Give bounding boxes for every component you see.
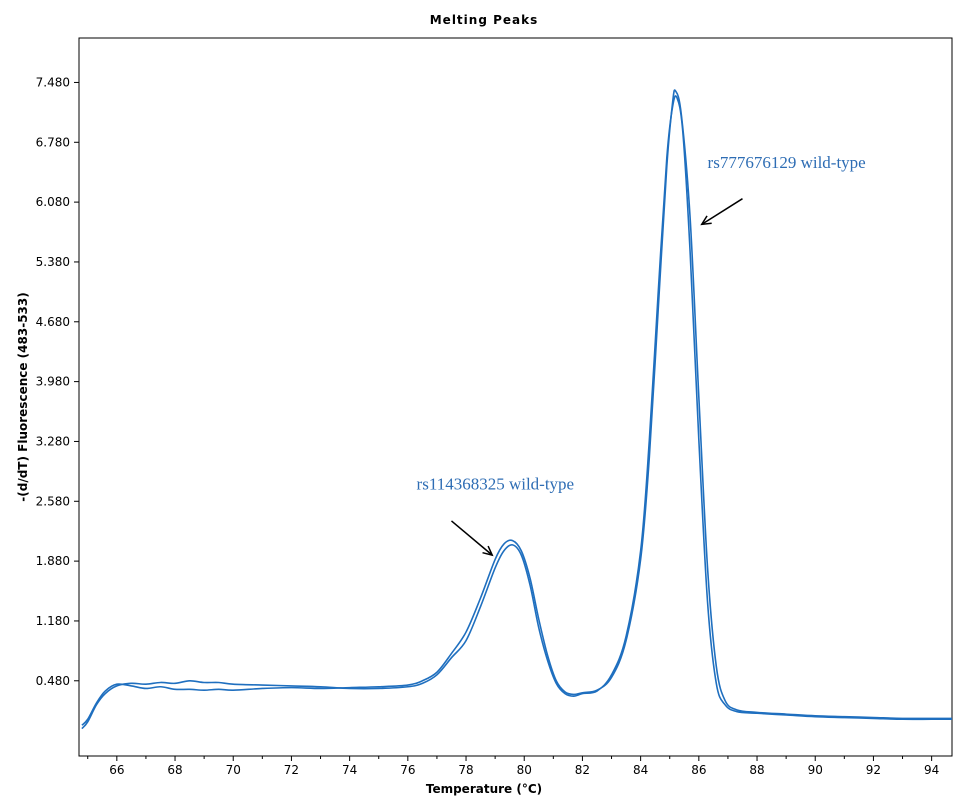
annotation-arrow-head: [700, 215, 712, 226]
x-tick-label: 86: [691, 763, 706, 777]
y-tick-label: 5.380: [36, 255, 70, 269]
y-tick-label: 0.480: [36, 674, 70, 688]
annotation-layer: rs114368325 wild-type rs777676129 wild-ty…: [417, 153, 866, 557]
y-tick-label: 6.780: [36, 135, 70, 149]
series-layer: [81, 89, 952, 730]
x-tick-label: 90: [808, 763, 823, 777]
y-tick-label: 4.680: [36, 315, 70, 329]
x-tick-label: 92: [866, 763, 881, 777]
y-axis: 0.480 1.180 1.880 2.580 3.280 3.980 4.680 5.380…: [36, 75, 79, 688]
y-tick-label: 6.080: [36, 195, 70, 209]
peak-annotation: rs114368325 wild-type: [417, 474, 575, 493]
y-tick-label: 1.880: [36, 554, 70, 568]
melt-curve-1: [81, 95, 952, 730]
x-tick-label: 88: [749, 763, 764, 777]
x-tick-label: 80: [517, 763, 532, 777]
x-axis-label: Temperature (°C): [426, 782, 542, 796]
annotation-arrow-shaft: [701, 198, 743, 225]
x-tick-label: 66: [109, 763, 124, 777]
x-tick-label: 70: [226, 763, 241, 777]
plot-area: [78, 37, 953, 757]
annotation-arrow-shaft: [450, 520, 493, 556]
y-tick-label: 1.180: [36, 614, 70, 628]
x-axis: 66 68 70 72 74 76 78 80 82 84 86 88 90 92 94: [87, 756, 939, 777]
annotation-arrow-head: [482, 545, 494, 557]
y-tick-label: 7.480: [36, 75, 70, 89]
y-tick-label: 3.980: [36, 375, 70, 389]
melt-curve-2: [81, 89, 952, 726]
y-tick-label: 3.280: [36, 434, 70, 448]
x-tick-label: 72: [284, 763, 299, 777]
y-tick-label: 2.580: [36, 494, 70, 508]
x-tick-label: 84: [633, 763, 648, 777]
x-tick-label: 76: [400, 763, 415, 777]
x-tick-label: 78: [458, 763, 473, 777]
chart-title: Melting Peaks: [430, 13, 539, 27]
x-tick-label: 82: [575, 763, 590, 777]
x-tick-label: 68: [167, 763, 182, 777]
x-tick-label: 74: [342, 763, 357, 777]
peak-annotation: rs777676129 wild-type: [708, 153, 866, 172]
x-tick-label: 94: [924, 763, 939, 777]
y-axis-label: -(d/dT) Fluorescence (483-533): [16, 292, 30, 501]
